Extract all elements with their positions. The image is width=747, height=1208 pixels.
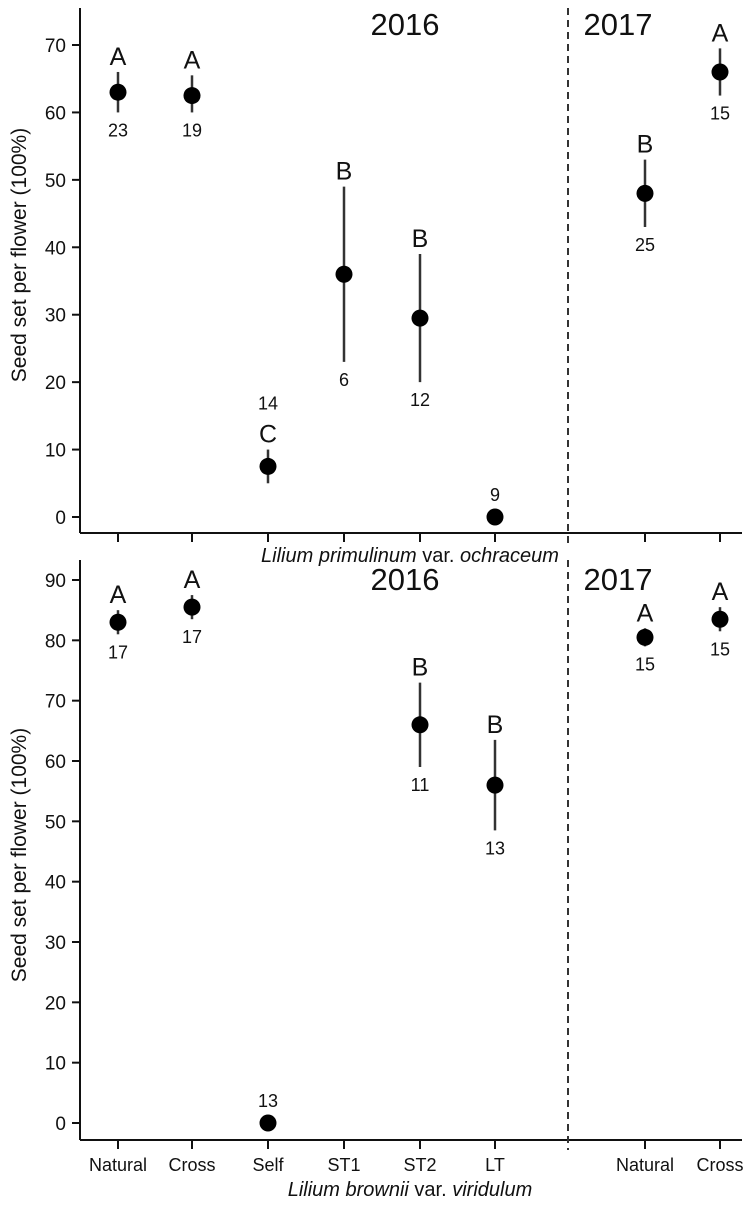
x-tick-label: Natural: [616, 1155, 674, 1175]
x-axis-title-genus: Lilium brownii: [288, 1179, 410, 1201]
y-tick-label: 0: [55, 508, 66, 529]
data-point: [259, 457, 277, 475]
sample-size-label: 11: [411, 775, 430, 795]
significance-letter: A: [184, 46, 201, 74]
year-label-2016: 2016: [371, 7, 440, 42]
significance-letter: C: [259, 421, 277, 449]
data-point: [636, 628, 654, 646]
sample-size-label: 13: [258, 1091, 278, 1111]
x-axis-title: Lilium primulinum var. ochraceum: [261, 545, 559, 567]
sample-size-label: 25: [635, 235, 655, 255]
y-tick-label: 40: [45, 873, 66, 894]
data-point: [411, 716, 429, 734]
sample-size-label: 15: [710, 639, 730, 659]
x-tick-label: ST1: [327, 1155, 360, 1175]
data-point: [411, 309, 429, 327]
data-point: [711, 610, 729, 628]
significance-letter: B: [487, 711, 504, 739]
sample-size-label: 12: [410, 390, 430, 410]
y-tick-label: 30: [45, 306, 66, 327]
data-point: [109, 83, 127, 101]
x-axis-title-genus: Lilium primulinum: [261, 545, 417, 567]
sample-size-label: 23: [108, 120, 128, 140]
significance-letter: A: [712, 19, 729, 47]
data-point: [711, 63, 729, 81]
x-tick-label: ST2: [403, 1155, 436, 1175]
sample-size-label: 17: [182, 627, 202, 647]
sample-size-label: 14: [258, 394, 278, 414]
y-tick-label: 70: [45, 36, 66, 57]
significance-letter: B: [637, 131, 654, 159]
x-tick-label: Self: [252, 1155, 284, 1175]
significance-letter: B: [336, 158, 353, 186]
data-point: [183, 598, 201, 616]
sample-size-label: 19: [182, 120, 202, 140]
x-axis-title-var: var.: [409, 1179, 452, 1201]
significance-letter: B: [412, 225, 429, 253]
y-axis-title: Seed set per flower (100%): [8, 728, 31, 982]
data-point: [636, 184, 654, 202]
y-tick-label: 10: [45, 441, 66, 462]
year-label-2016: 2016: [371, 562, 440, 597]
y-tick-label: 50: [45, 812, 66, 833]
y-tick-label: 40: [45, 238, 66, 259]
y-tick-label: 50: [45, 171, 66, 192]
x-tick-label: Natural: [89, 1155, 147, 1175]
x-axis-title-variety: ochraceum: [460, 545, 559, 567]
significance-letter: A: [637, 599, 654, 627]
data-point: [109, 613, 127, 631]
y-tick-label: 90: [45, 571, 66, 592]
x-tick-label: Cross: [696, 1155, 743, 1175]
x-axis-title-var: var.: [417, 545, 460, 567]
year-label-2017: 2017: [584, 7, 653, 42]
y-tick-label: 20: [45, 373, 66, 394]
x-tick-label: LT: [485, 1155, 505, 1175]
y-tick-label: 70: [45, 692, 66, 713]
x-tick-label: Cross: [168, 1155, 215, 1175]
y-tick-label: 60: [45, 103, 66, 124]
data-point: [335, 265, 353, 283]
data-point: [183, 87, 201, 105]
y-tick-label: 0: [55, 1114, 66, 1135]
sample-size-label: 9: [490, 485, 500, 505]
y-axis-title: Seed set per flower (100%): [8, 128, 31, 382]
significance-letter: A: [184, 566, 201, 594]
y-tick-label: 80: [45, 631, 66, 652]
sample-size-label: 13: [485, 838, 505, 858]
year-label-2017: 2017: [584, 562, 653, 597]
significance-letter: A: [110, 581, 127, 609]
significance-letter: A: [712, 578, 729, 606]
sample-size-label: 15: [635, 654, 655, 674]
significance-letter: B: [412, 654, 429, 682]
y-tick-label: 30: [45, 933, 66, 954]
sample-size-label: 17: [108, 642, 128, 662]
x-axis-title: Lilium brownii var. viridulum: [288, 1179, 533, 1201]
x-axis-title-variety: viridulum: [452, 1179, 532, 1201]
significance-letter: A: [110, 43, 127, 71]
sample-size-label: 15: [710, 104, 730, 124]
y-tick-label: 10: [45, 1054, 66, 1075]
sample-size-label: 6: [339, 370, 349, 390]
data-point: [486, 776, 504, 794]
data-point: [259, 1114, 277, 1132]
y-tick-label: 60: [45, 752, 66, 773]
data-point: [486, 508, 504, 526]
y-tick-label: 20: [45, 993, 66, 1014]
